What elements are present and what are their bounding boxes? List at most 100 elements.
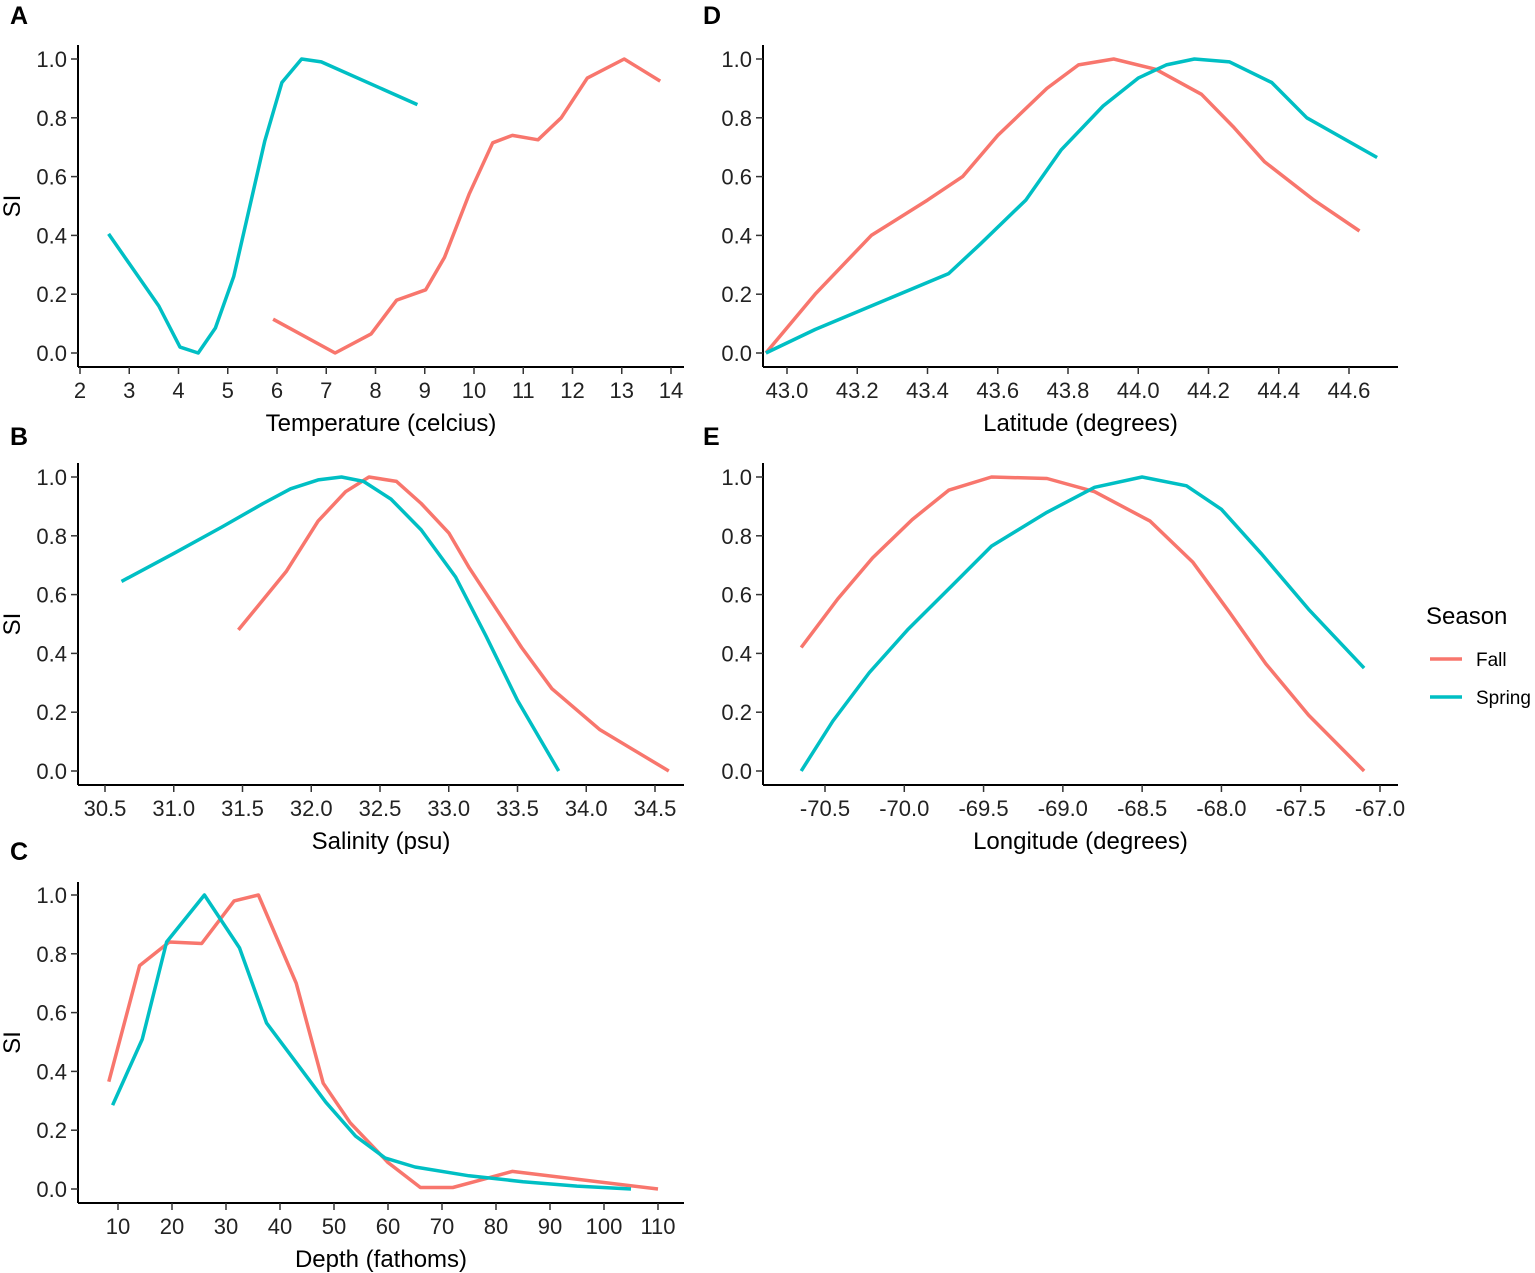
x-tick-label: 43.2 — [836, 378, 879, 403]
x-tick-label: 80 — [484, 1214, 508, 1239]
x-tick-label: 13 — [610, 378, 634, 403]
series-line-fall-a — [272, 57, 662, 355]
series-line-fall-b — [237, 475, 670, 773]
x-tick-label: 43.8 — [1047, 378, 1090, 403]
legend: Season Fall Spring — [1426, 603, 1531, 709]
y-tick-label: 0.6 — [36, 583, 67, 608]
y-tick-label: 0.8 — [36, 942, 67, 967]
y-tick-label: 0.8 — [36, 524, 67, 549]
x-tick-label: 34.0 — [565, 796, 608, 821]
x-tick-label: 6 — [271, 378, 283, 403]
y-tick-label: 0.0 — [36, 341, 67, 366]
y-tick-label: 0.4 — [36, 223, 67, 248]
y-tick-label: 0.6 — [721, 583, 752, 608]
y-tick-label: 0.0 — [721, 341, 752, 366]
y-tick-label: 1.0 — [721, 47, 752, 72]
series-line-spring-c — [111, 893, 632, 1191]
x-axis-title-d: Latitude (degrees) — [983, 410, 1178, 437]
x-tick-label: -70.5 — [800, 796, 850, 821]
x-tick-label: -69.0 — [1038, 796, 1088, 821]
x-tick-label: -68.5 — [1117, 796, 1167, 821]
series-line-spring-e — [799, 475, 1366, 772]
y-tick-label: 1.0 — [36, 47, 67, 72]
y-tick-label: 0.4 — [721, 641, 752, 666]
x-tick-label: -67.0 — [1355, 796, 1405, 821]
y-tick-label: 1.0 — [36, 883, 67, 908]
x-tick-label: 34.5 — [634, 796, 677, 821]
y-tick-label: 0.4 — [721, 223, 752, 248]
y-tick-label: 0.6 — [721, 165, 752, 190]
legend-title: Season — [1426, 603, 1507, 630]
x-tick-label: 30.5 — [84, 796, 127, 821]
x-tick-label: 30 — [214, 1214, 238, 1239]
x-tick-label: 31.0 — [152, 796, 195, 821]
y-tick-label: 0.2 — [721, 700, 752, 725]
y-tick-label: 0.2 — [36, 700, 67, 725]
x-tick-label: 14 — [659, 378, 683, 403]
x-tick-label: 43.4 — [906, 378, 949, 403]
x-tick-label: 7 — [320, 378, 332, 403]
y-tick-label: 0.0 — [36, 759, 67, 784]
y-tick-label: 1.0 — [721, 465, 752, 490]
x-tick-label: 60 — [376, 1214, 400, 1239]
panel-a: 0.0 0.2 0.4 0.6 0.8 1.0 2 3 4 5 6 7 8 9 10 11 12 13 14 Temp… — [0, 45, 684, 437]
x-tick-label: 32.5 — [359, 796, 402, 821]
x-tick-label: 43.0 — [766, 378, 809, 403]
x-tick-label: 8 — [369, 378, 381, 403]
x-tick-label: 33.5 — [496, 796, 539, 821]
x-tick-label: 43.6 — [976, 378, 1019, 403]
series-line-fall-e — [799, 475, 1366, 773]
series-line-spring-d — [765, 57, 1378, 355]
x-tick-label: 32.0 — [290, 796, 333, 821]
x-tick-label: 40 — [268, 1214, 292, 1239]
x-tick-label: 10 — [106, 1214, 130, 1239]
y-tick-label: 0.2 — [36, 1118, 67, 1143]
panel-b: 0.0 0.2 0.4 0.6 0.8 1.0 30.5 31.0 31.5 32.0 32.5 33… — [0, 463, 684, 855]
x-tick-label: 33.0 — [427, 796, 470, 821]
x-tick-label: 4 — [172, 378, 184, 403]
y-tick-label: 0.0 — [36, 1177, 67, 1202]
x-tick-label: -69.5 — [958, 796, 1008, 821]
x-tick-label: -68.0 — [1196, 796, 1246, 821]
y-tick-label: 0.2 — [36, 282, 67, 307]
x-tick-label: 11 — [512, 378, 535, 403]
series-line-spring-b — [120, 475, 561, 772]
y-tick-label: 0.8 — [36, 106, 67, 131]
x-tick-label: 90 — [538, 1214, 562, 1239]
panel-c: 0.0 0.2 0.4 0.6 0.8 1.0 10 20 30 40 50 60 70 80 90 100 1… — [0, 882, 684, 1273]
panel-tag-a: A — [10, 2, 28, 30]
panel-tag-c: C — [10, 838, 28, 866]
y-tick-label: 0.6 — [36, 1001, 67, 1026]
x-tick-label: 3 — [123, 378, 135, 403]
x-axis-title-a: Temperature (celcius) — [266, 410, 497, 437]
panel-tag-d: D — [703, 2, 721, 30]
x-tick-label: 44.4 — [1257, 378, 1300, 403]
series-line-fall-d — [764, 57, 1361, 355]
panel-d: 0.0 0.2 0.4 0.6 0.8 1.0 43.0 43.2 43.4 43.6 43.8 44… — [721, 45, 1398, 437]
x-tick-label: 70 — [430, 1214, 454, 1239]
series-line-spring-a — [107, 57, 419, 355]
x-tick-label: 44.0 — [1117, 378, 1160, 403]
x-axis-title-e: Longitude (degrees) — [973, 828, 1188, 855]
y-tick-label: 0.6 — [36, 165, 67, 190]
x-tick-label: 2 — [74, 378, 86, 403]
x-tick-label: 5 — [222, 378, 234, 403]
y-axis-title-b: SI — [0, 613, 26, 636]
x-tick-label: 100 — [586, 1214, 623, 1239]
x-tick-label: 10 — [462, 378, 486, 403]
x-tick-label: 44.6 — [1328, 378, 1371, 403]
y-tick-label: 0.8 — [721, 106, 752, 131]
x-tick-label: -70.0 — [879, 796, 929, 821]
x-tick-label: 20 — [160, 1214, 184, 1239]
x-axis-title-c: Depth (fathoms) — [295, 1246, 467, 1273]
y-tick-label: 1.0 — [36, 465, 67, 490]
x-tick-label: -67.5 — [1276, 796, 1326, 821]
y-tick-label: 0.0 — [721, 759, 752, 784]
y-tick-label: 0.4 — [36, 1059, 67, 1084]
x-tick-label: 44.2 — [1187, 378, 1230, 403]
y-tick-label: 0.4 — [36, 641, 67, 666]
x-tick-label: 12 — [560, 378, 584, 403]
y-tick-label: 0.8 — [721, 524, 752, 549]
y-tick-label: 0.2 — [721, 282, 752, 307]
